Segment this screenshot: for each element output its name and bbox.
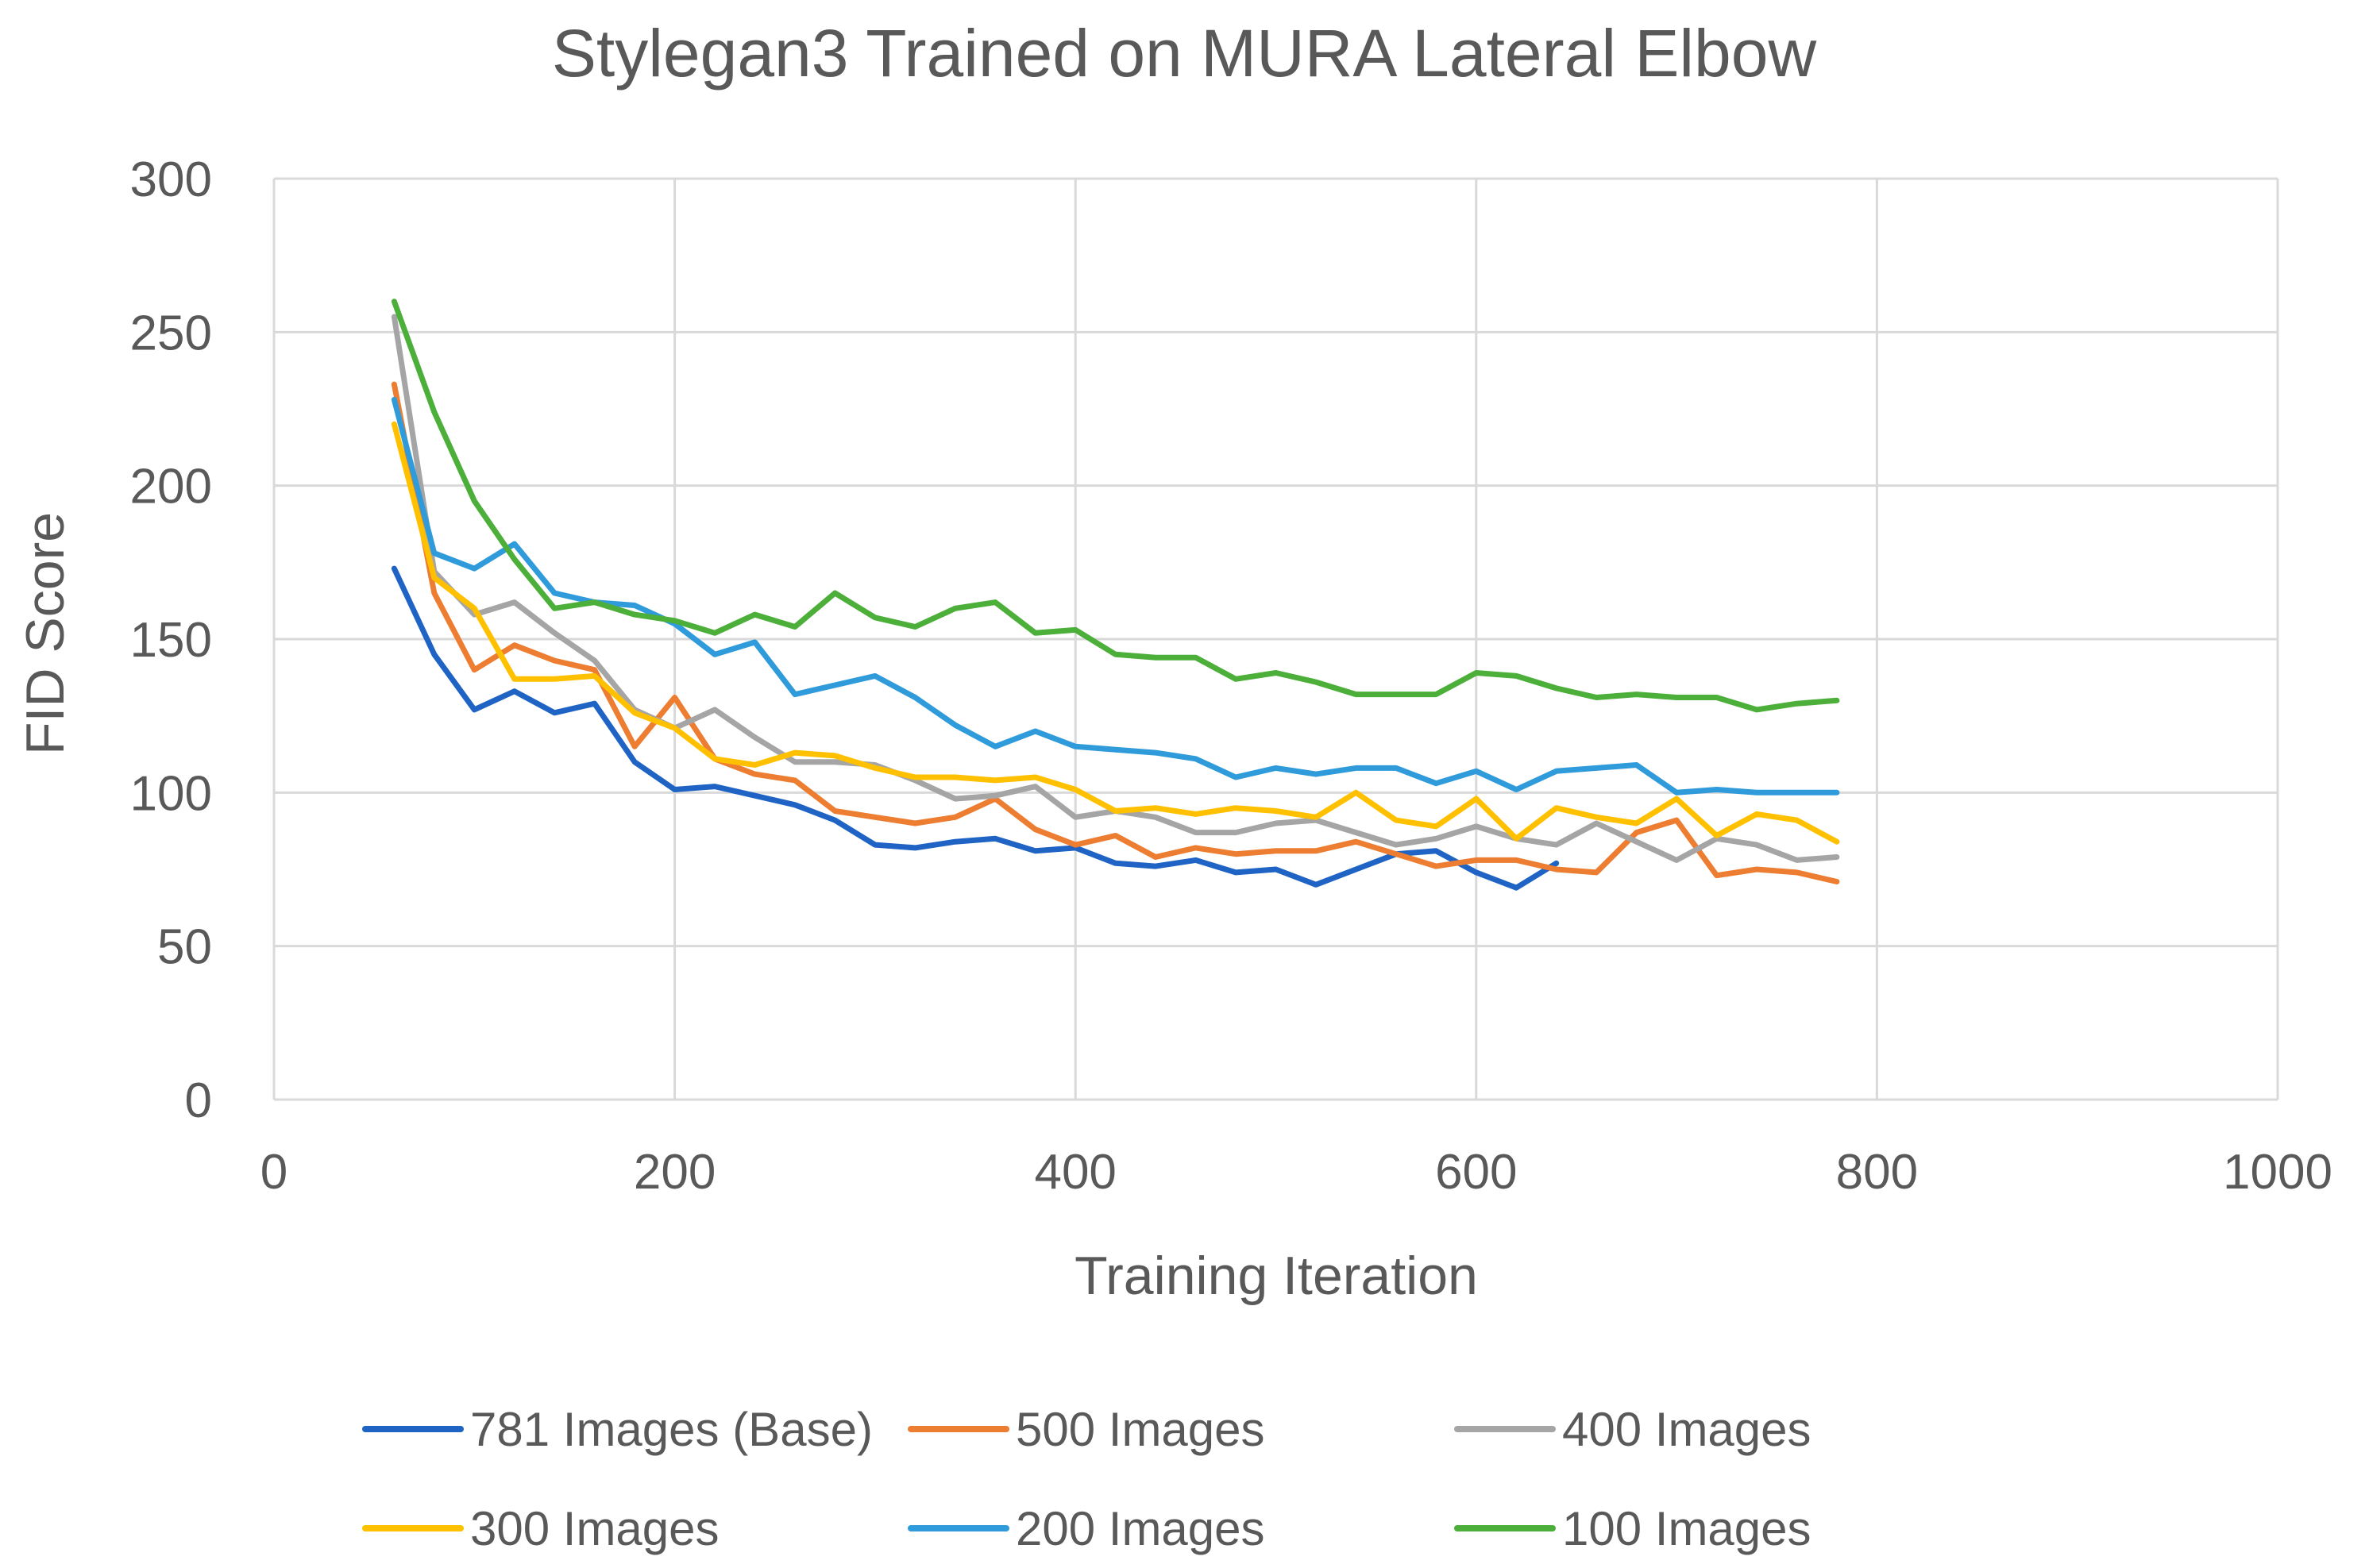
legend-label: 200 Images [1016, 1502, 1265, 1555]
y-tick-label: 200 [130, 460, 212, 514]
legend-label: 400 Images [1562, 1403, 1811, 1456]
legend-label: 781 Images (Base) [470, 1403, 873, 1456]
legend-item: 500 Images [908, 1403, 1265, 1456]
y-tick-label: 50 [157, 920, 212, 975]
y-axis-ticks: 0 50 100 150 200 250 300 [130, 152, 212, 1128]
x-tick-label: 400 [1034, 1145, 1116, 1200]
x-tick-label: 600 [1435, 1145, 1517, 1200]
legend-item: 200 Images [908, 1502, 1265, 1555]
legend-item: 781 Images (Base) [362, 1403, 873, 1456]
x-axis-ticks: 0 200 400 600 800 1000 [260, 1145, 2332, 1200]
x-tick-label: 800 [1836, 1145, 1918, 1200]
y-tick-label: 300 [130, 152, 212, 207]
y-tick-label: 100 [130, 766, 212, 821]
y-tick-label: 150 [130, 613, 212, 668]
x-tick-label: 200 [634, 1145, 716, 1200]
gridlines [272, 177, 2279, 1101]
legend-label: 300 Images [470, 1502, 720, 1555]
series-line-1 [391, 565, 1560, 891]
y-tick-label: 250 [130, 306, 212, 360]
series-line-6 [391, 299, 1840, 713]
chart-title: Stylegan3 Trained on MURA Lateral Elbow [552, 16, 1817, 91]
y-tick-label: 0 [185, 1073, 212, 1128]
series-lines [391, 299, 1840, 891]
x-tick-label: 0 [260, 1145, 287, 1200]
series-line-5 [391, 396, 1840, 796]
series-line-2 [391, 381, 1840, 884]
x-tick-label: 1000 [2223, 1145, 2332, 1200]
series-line-4 [391, 421, 1840, 845]
legend-item: 400 Images [1454, 1403, 1811, 1456]
legend-item: 100 Images [1454, 1502, 1811, 1555]
x-axis-title: Training Iteration [1075, 1246, 1478, 1306]
y-axis-title: FID Score [15, 512, 75, 755]
legend-item: 300 Images [362, 1502, 720, 1555]
legend-label: 100 Images [1562, 1502, 1811, 1555]
legend: 781 Images (Base) 500 Images 400 Images 300… [362, 1403, 1811, 1555]
legend-label: 500 Images [1016, 1403, 1265, 1456]
